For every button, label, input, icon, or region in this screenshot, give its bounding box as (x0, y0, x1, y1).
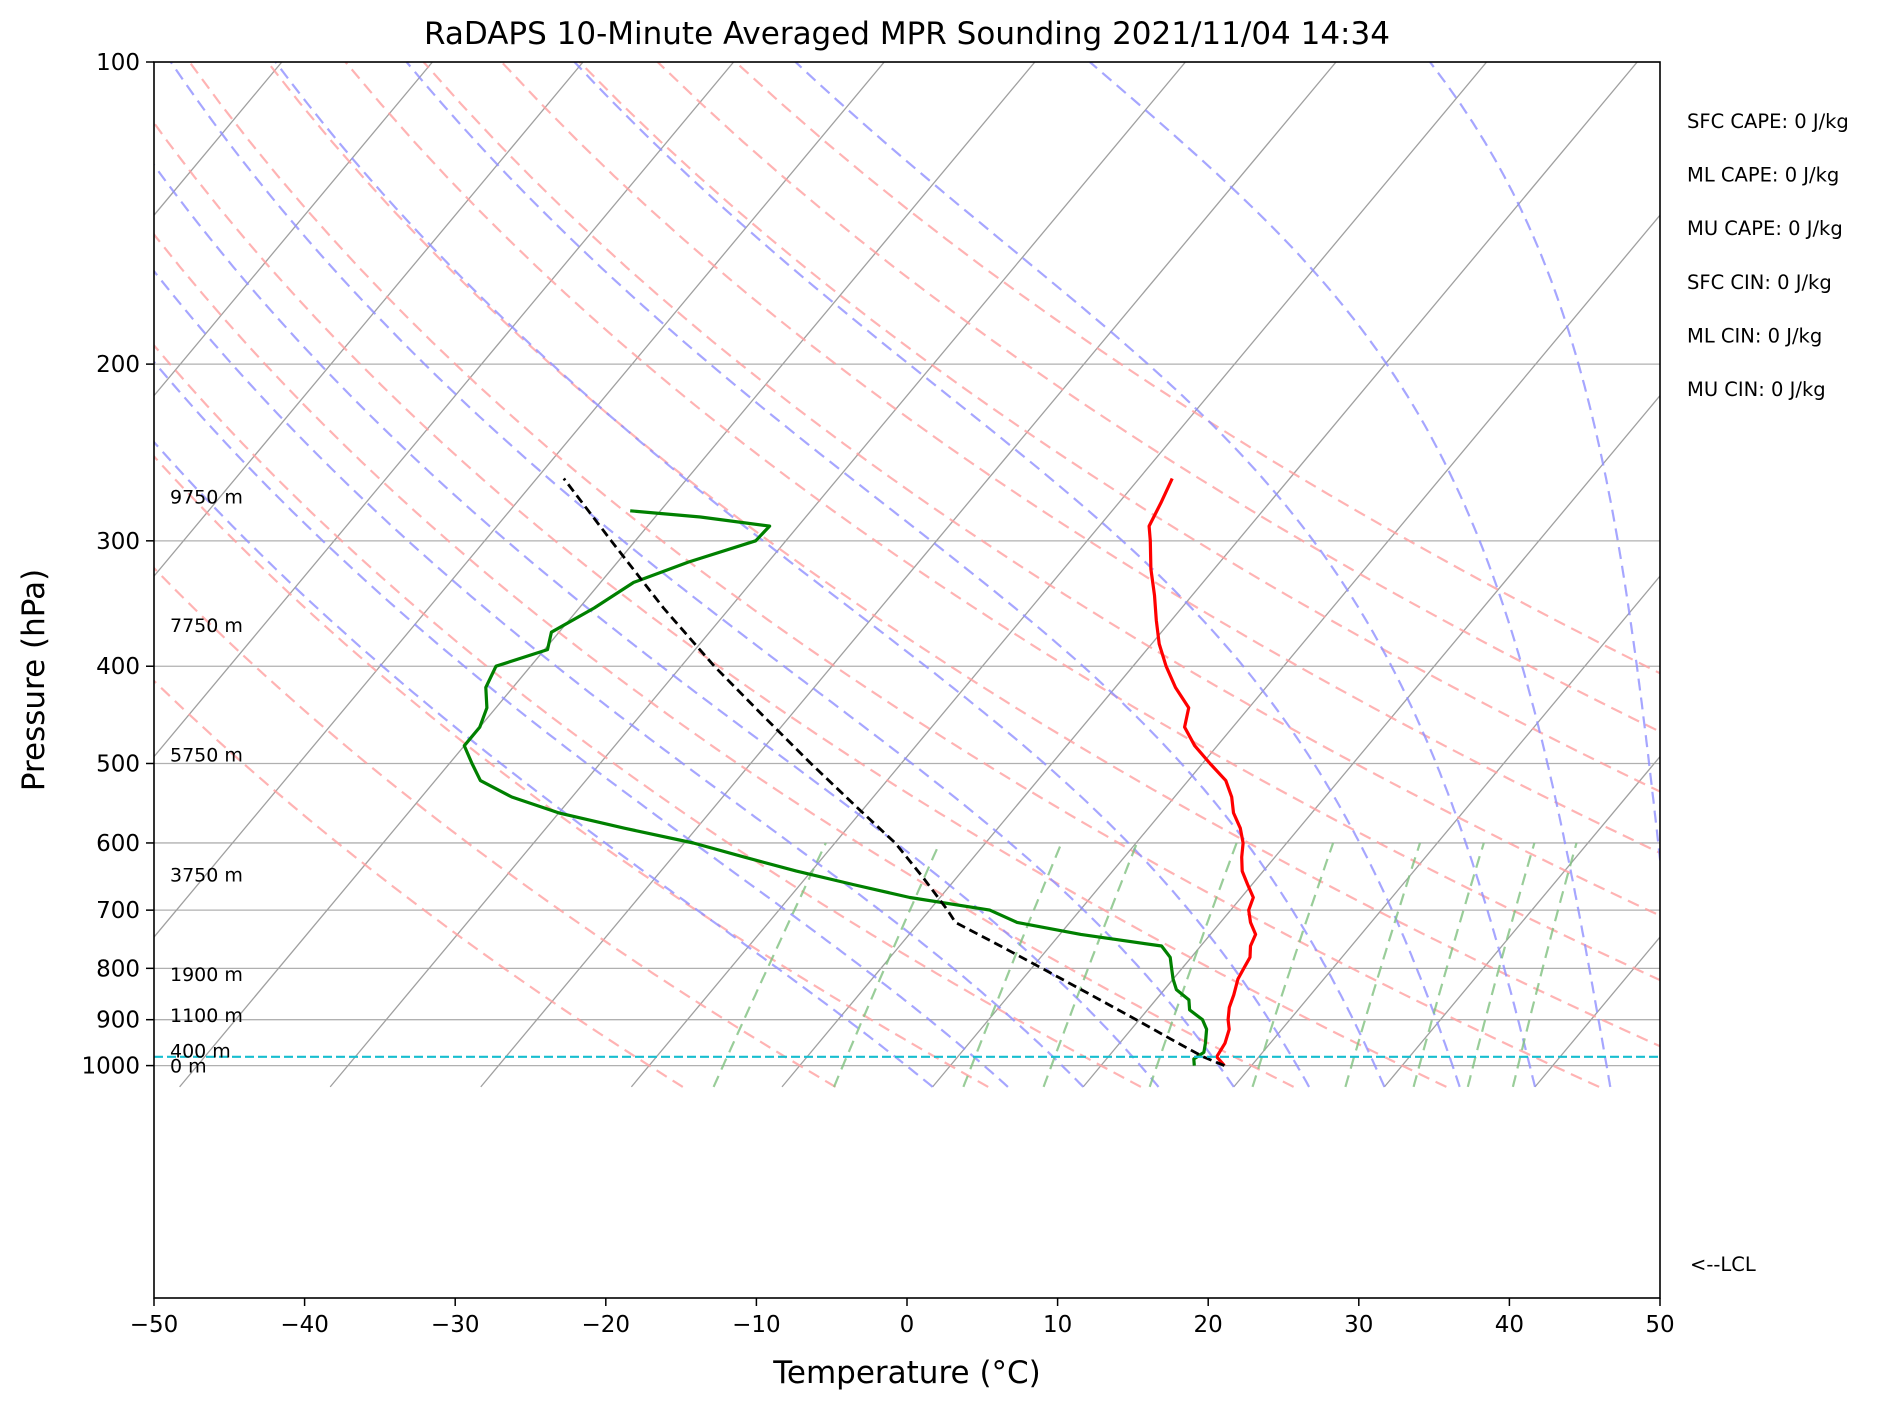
stability-index: MU CIN: 0 J/kg (1687, 378, 1826, 401)
mixing-ratio-line (1251, 842, 1335, 1088)
isotherm-line (329, 62, 1186, 1088)
dry-adiabat-line (500, 62, 1660, 855)
dry-adiabat-line (188, 62, 1600, 1088)
y-axis-label: Pressure (hPa) (16, 569, 52, 791)
isotherm-line (1082, 394, 1660, 1088)
mixing-ratio-line (1412, 842, 1485, 1088)
sounding-profiles (154, 477, 1660, 1067)
mixing-ratio-line (1042, 842, 1139, 1088)
moist-adiabat-line (154, 360, 1009, 1088)
dry-adiabat-line (422, 62, 1660, 917)
moist-adiabat-line (1089, 62, 1612, 1088)
y-tick-label: 500 (96, 751, 140, 777)
x-tick-label: 50 (1645, 1312, 1674, 1338)
dewpoint-profile (462, 509, 1209, 1066)
stability-indices: SFC CAPE: 0 J/kg ML CAPE: 0 J/kg MU CAPE: … (1687, 110, 1849, 401)
isotherm-line (480, 62, 1337, 1088)
x-tick-label: −40 (280, 1312, 329, 1338)
y-tick-label: 300 (96, 529, 140, 555)
dry-adiabat-line (578, 62, 1660, 793)
stability-index: ML CAPE: 0 J/kg (1687, 164, 1839, 187)
isotherm-line (630, 62, 1488, 1088)
isotherm-line (154, 62, 735, 758)
plot-frame (153, 61, 1661, 1299)
x-tick-label: 10 (1043, 1312, 1072, 1338)
height-label: 3750 m (170, 864, 243, 886)
stability-index: SFC CAPE: 0 J/kg (1687, 110, 1849, 133)
dry-adiabat-line (154, 566, 837, 1088)
isotherm-line (1836, 62, 1882, 1087)
isotherm-line (1233, 575, 1660, 1088)
isotherm-line (1383, 755, 1660, 1088)
y-tick-label: 700 (96, 898, 140, 924)
x-tick-label: 40 (1495, 1312, 1524, 1338)
y-tick-label: 200 (96, 352, 140, 378)
mixing-ratio-line (1511, 842, 1578, 1088)
moist-adiabat-line (794, 62, 1537, 1088)
mixing-ratio-line (832, 842, 941, 1088)
dry-adiabat-line (266, 62, 1660, 1048)
axis-ticks: −50 −40 −30 −20 −10 0 10 20 30 40 50 100 200 300 400 50… (81, 50, 1674, 1338)
x-tick-label: 0 (900, 1312, 915, 1338)
dry-adiabat-line (154, 343, 1142, 1088)
height-label: 7750 m (170, 615, 243, 637)
height-label: 1900 m (170, 964, 243, 986)
dry-adiabat-line (656, 62, 1660, 733)
height-label: 400 m (170, 1041, 231, 1063)
mixing-ratio-line (962, 842, 1063, 1088)
temperature-profile (1147, 477, 1258, 1067)
height-label: 0 m (170, 1056, 207, 1078)
x-tick-label: 30 (1344, 1312, 1373, 1338)
x-tick-label: −30 (431, 1312, 480, 1338)
mixing-ratio-line (712, 842, 827, 1088)
moist-adiabat-line (154, 269, 1084, 1088)
parcel-profile (562, 477, 1225, 1067)
mixing-ratio-line (1344, 842, 1422, 1088)
y-tick-label: 900 (96, 1008, 140, 1034)
isotherm-line (154, 62, 433, 397)
isotherm-line (154, 62, 584, 578)
isotherm-line (154, 62, 885, 939)
isotherm-line (1534, 936, 1660, 1088)
x-tick-label: 20 (1194, 1312, 1223, 1338)
lcl-label: <--LCL (1690, 1253, 1756, 1276)
x-tick-label: −50 (130, 1312, 179, 1338)
stability-index: ML CIN: 0 J/kg (1687, 324, 1822, 347)
moist-adiabat-line (154, 440, 934, 1088)
isotherm-line (781, 62, 1638, 1088)
dry-adiabat-line (154, 679, 684, 1088)
moist-adiabat-line (1429, 62, 1660, 869)
moist-adiabat-line (274, 62, 1311, 1088)
dry-adiabat-line (154, 120, 1447, 1088)
dry-adiabat-line (154, 232, 1295, 1088)
stability-index: SFC CIN: 0 J/kg (1687, 271, 1832, 294)
moist-adiabat-line (573, 62, 1461, 1088)
height-label: 9750 m (170, 487, 243, 509)
y-tick-label: 800 (96, 956, 140, 982)
moist-adiabat-line (154, 163, 1160, 1088)
y-tick-label: 100 (96, 50, 140, 76)
background-lines (154, 62, 1882, 1088)
stability-index: MU CAPE: 0 J/kg (1687, 217, 1843, 240)
mixing-ratio-line (1466, 842, 1536, 1088)
isotherm-line (1686, 62, 1882, 1087)
isotherm-line (179, 62, 1036, 1088)
dry-adiabat-line (344, 62, 1660, 982)
x-tick-label: −10 (732, 1312, 781, 1338)
chart-title: RaDAPS 10-Minute Averaged MPR Sounding 2… (424, 16, 1390, 52)
dry-adiabat-line (154, 454, 989, 1088)
dry-adiabat-line (734, 62, 1660, 675)
y-tick-label: 600 (96, 831, 140, 857)
x-axis-label: Temperature (°C) (772, 1355, 1041, 1391)
moist-adiabat-line (405, 62, 1386, 1088)
x-tick-label: −20 (582, 1312, 631, 1338)
y-tick-label: 1000 (81, 1054, 140, 1080)
y-tick-label: 400 (96, 654, 140, 680)
height-label: 5750 m (170, 745, 243, 767)
height-label: 1100 m (170, 1005, 243, 1027)
